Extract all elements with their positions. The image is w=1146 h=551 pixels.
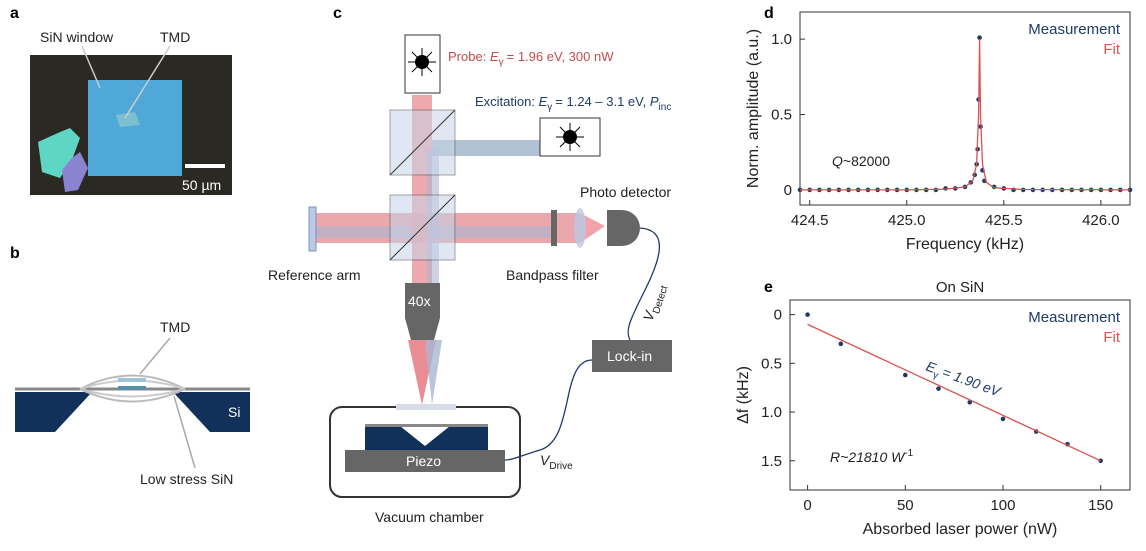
y-tick-label: 0.5 (771, 107, 792, 124)
x-tick-label: 424.5 (791, 212, 829, 229)
x-tick-label: 426.0 (1082, 212, 1120, 229)
legend-label: Fit (1103, 41, 1120, 58)
label: Lock-in (607, 348, 652, 364)
label: Vacuum chamber (375, 509, 484, 525)
superscript: -1 (904, 448, 913, 459)
label: Si (228, 404, 240, 420)
symbol: Q (832, 153, 843, 169)
y-tick-label: 1.0 (771, 31, 792, 48)
annotation: Q~82000 (832, 153, 890, 169)
data-point (805, 312, 810, 317)
subscript: Detect (651, 284, 670, 315)
x-tick-label: 425.5 (985, 212, 1023, 229)
fit-line (800, 39, 1131, 191)
subscript: γ (499, 57, 504, 68)
plot-frame (799, 11, 1131, 206)
symbol: V (540, 452, 551, 468)
y-tick-label: 0 (774, 307, 782, 324)
v-detect: VDetect (640, 281, 671, 324)
cross-section (15, 337, 250, 469)
scale-bar-label: 50 µm (182, 177, 221, 193)
x-tick-label: 100 (990, 497, 1015, 514)
fit-line (807, 323, 1101, 462)
label: Bandpass filter (506, 267, 599, 283)
x-axis-label: Absorbed laser power (nW) (863, 521, 1058, 538)
data-point (1000, 416, 1006, 422)
text: Probe: (448, 49, 486, 64)
y-tick-label: 0 (784, 182, 792, 199)
text: = 1.90 eV (940, 364, 1004, 400)
setup-schematic (308, 34, 672, 498)
subscript: Drive (549, 461, 573, 472)
subscript: inc (659, 102, 672, 113)
panel-label: a (10, 5, 19, 22)
legend-label: Measurement (1028, 21, 1121, 38)
label: Low stress SiN (140, 471, 233, 487)
chart-title: On SiN (936, 279, 984, 296)
data-point (1127, 187, 1133, 193)
label: TMD (160, 319, 190, 335)
x-tick-label: 150 (1088, 497, 1113, 514)
x-axis-label: Frequency (kHz) (906, 236, 1024, 253)
micrograph (30, 45, 232, 195)
text: = 1.24 – 3.1 eV, (555, 94, 646, 109)
text: Excitation: (475, 94, 535, 109)
annotation: R~21810 W-1 (830, 448, 914, 465)
x-tick-label: 0 (803, 497, 811, 514)
legend-label: Fit (1103, 329, 1120, 346)
plot-frame (789, 299, 1131, 491)
panel-label: e (764, 279, 773, 296)
data-point (977, 35, 982, 40)
symbol: E (490, 49, 499, 64)
subscript: γ (547, 102, 552, 113)
v-drive: VDrive (540, 452, 573, 472)
panel-label: b (10, 245, 20, 262)
data-point (967, 400, 973, 405)
x-tick-label: 425.0 (888, 212, 926, 229)
data-point (902, 372, 908, 378)
y-axis-label: Δf (kHz) (735, 366, 752, 424)
subscript: γ (931, 369, 939, 381)
excitation-label: Excitation: Eγ = 1.24 – 3.1 eV, Pinc (475, 94, 671, 113)
panel-label: d (764, 5, 774, 22)
label: 40x (408, 293, 431, 309)
data-point (838, 341, 844, 347)
label: Reference arm (268, 267, 361, 283)
probe-label: Probe: Eγ = 1.96 eV, 300 nW (448, 49, 614, 68)
y-tick-label: 1.0 (761, 404, 782, 421)
text: = 1.96 eV, 300 nW (507, 49, 615, 64)
label: SiN window (40, 29, 114, 45)
y-axis-label: Norm. amplitude (a.u.) (745, 29, 762, 188)
y-tick-label: 1.5 (761, 453, 782, 470)
label: Photo detector (580, 184, 671, 200)
x-tick-label: 50 (897, 497, 914, 514)
label: Piezo (406, 453, 441, 469)
text: ~21810 W (840, 449, 906, 465)
symbol: R (830, 449, 840, 465)
symbol: P (650, 94, 659, 109)
symbol: E (539, 94, 548, 109)
legend-label: Measurement (1028, 309, 1121, 326)
label: TMD (160, 29, 190, 45)
panel-label: c (333, 5, 342, 22)
text: ~82000 (843, 153, 890, 169)
data-point (936, 386, 941, 391)
y-tick-label: 0.5 (761, 355, 782, 372)
